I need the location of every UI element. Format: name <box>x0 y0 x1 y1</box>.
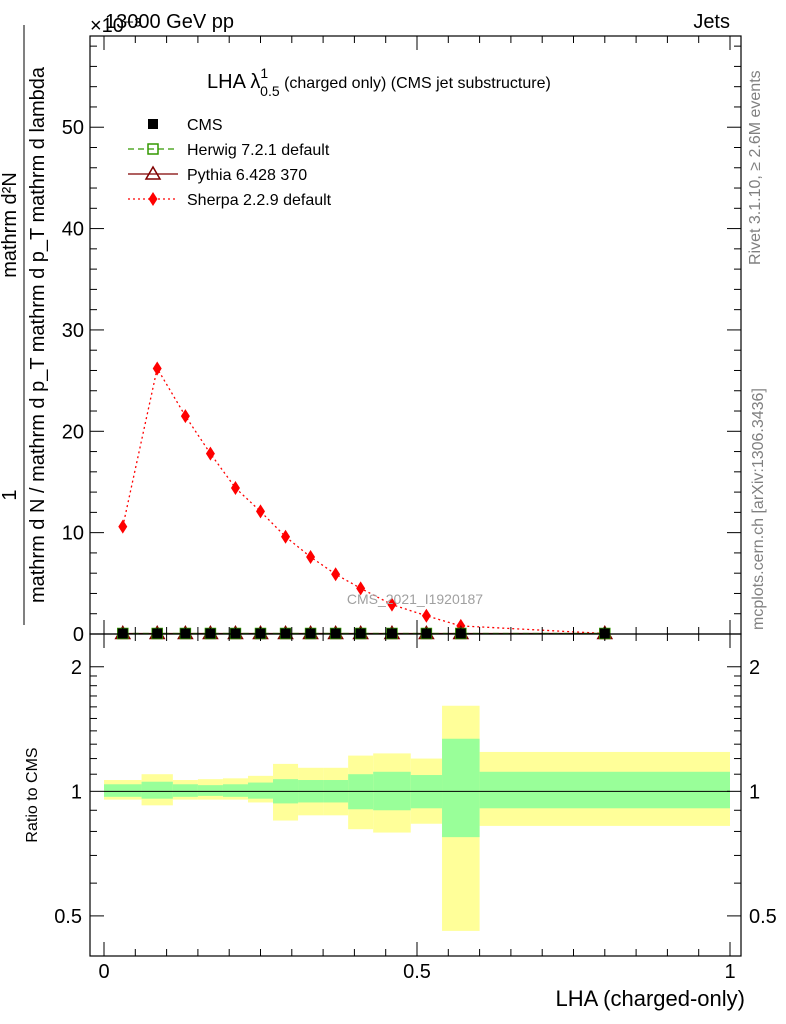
main-ylabel-numerator: mathrm d²N <box>0 172 21 278</box>
ratio-band-inner <box>247 782 274 799</box>
ratio-band-inner <box>104 784 142 797</box>
legend-marker <box>148 119 158 129</box>
legend-marker <box>147 143 159 155</box>
ratio-band-inner <box>172 784 198 797</box>
series-point-sherpa <box>205 446 215 461</box>
main-ylabel-num: 1 <box>0 489 21 500</box>
side-text-bottom: mcplots.cern.ch [arXiv:1306.3436] <box>750 388 767 630</box>
series-point-sherpa <box>421 608 431 623</box>
exponent-label: ×10⁻³ <box>90 15 141 37</box>
legend-label: Pythia 6.428 370 <box>187 167 307 184</box>
ratio-xtick-label: 1 <box>724 961 735 983</box>
series-point-sherpa <box>281 529 291 544</box>
main-title-sup: 1 <box>260 65 268 81</box>
series-point-sherpa <box>331 567 341 582</box>
series-point-sherpa <box>387 597 397 612</box>
ratio-band-inner <box>222 784 248 797</box>
ratio-ylabel: Ratio to CMS <box>24 747 41 842</box>
ratio-xtick-label: 0.5 <box>403 961 431 983</box>
legend-label: CMS <box>187 117 223 134</box>
main-title-rest: (charged only) (CMS jet substructure) <box>280 75 551 92</box>
header-left: 13000 GeV pp <box>105 11 234 33</box>
ratio-band-inner <box>442 738 480 838</box>
main-ytick-label: 30 <box>62 320 84 342</box>
ratio-ytick-label-right: 2 <box>749 657 760 679</box>
ratio-xlabel: LHA (charged-only) <box>555 986 745 1011</box>
series-point-sherpa <box>356 581 366 596</box>
ratio-frame <box>89 633 742 957</box>
ratio-ytick-label: 1 <box>71 781 82 803</box>
main-title-text: LHA λ <box>207 71 260 93</box>
main-ytick-label: 40 <box>62 219 84 241</box>
series-point-sherpa <box>180 409 190 424</box>
series-point-sherpa <box>230 481 240 496</box>
ratio-ytick-label-right: 0.5 <box>749 906 777 928</box>
main-ytick-label: 50 <box>62 117 84 139</box>
main-title: LHA λ1 0.5 (charged only) (CMS jet substr… <box>207 65 551 99</box>
main-title-sub: 0.5 <box>260 83 280 99</box>
ratio-band-inner <box>141 781 173 799</box>
ratio-band-inner <box>197 785 223 796</box>
legend-label: Sherpa 2.2.9 default <box>187 192 332 209</box>
ratio-ytick-label-right: 1 <box>749 781 760 803</box>
ratio-panel: 0.5 0.5 1 1 2 2 0 0.5 1 Ratio to CMS LHA (charg… <box>24 633 777 1011</box>
legend: CMS Herwig 7.2.1 default Pythia 6.428 370 S… <box>128 117 332 209</box>
main-ylabel-den: mathrm d N / mathrm d p_T mathrm d p_T m… <box>27 66 49 603</box>
ratio-band-inner <box>479 771 730 809</box>
main-ytick-label: 0 <box>73 624 84 646</box>
ratio-ytick-label: 0.5 <box>54 906 82 928</box>
main-ylabel: 1 mathrm d²N mathrm d N / mathrm d p_T m… <box>0 25 49 625</box>
legend-marker <box>148 192 158 206</box>
side-text-top: Rivet 3.1.10, ≥ 2.6M events <box>747 70 764 265</box>
series-point-sherpa <box>152 361 162 376</box>
main-ytick-label: 20 <box>62 421 84 443</box>
main-ytick-label: 10 <box>62 523 84 545</box>
series-point-sherpa <box>118 519 128 534</box>
header-right: Jets <box>693 11 730 33</box>
ratio-ytick-label: 2 <box>71 657 82 679</box>
series-point-sherpa <box>306 549 316 564</box>
ratio-xtick-label: 0 <box>98 961 109 983</box>
legend-label: Herwig 7.2.1 default <box>187 142 330 159</box>
series-point-sherpa <box>256 504 265 519</box>
series-line-sherpa <box>122 366 605 635</box>
watermark: CMS_2021_I1920187 <box>347 591 483 607</box>
legend-marker <box>144 165 162 180</box>
